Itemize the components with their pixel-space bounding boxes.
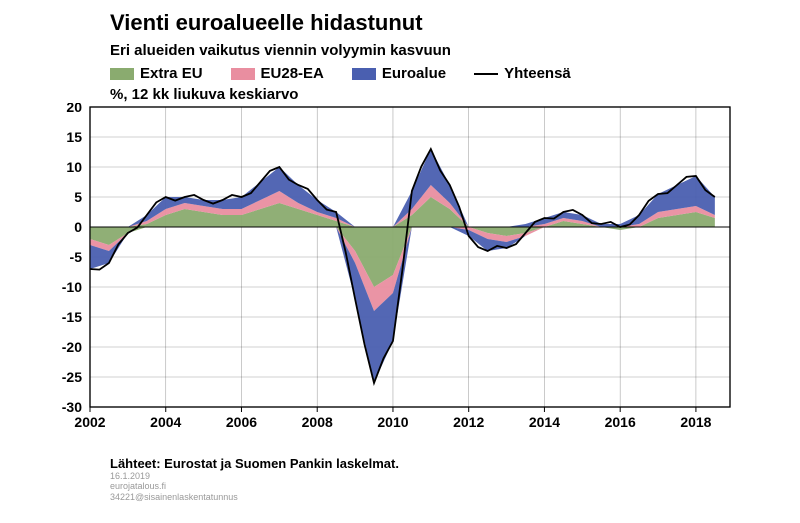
legend-label: Extra EU: [140, 65, 203, 82]
meta-date: 16.1.2019: [110, 471, 399, 482]
legend-item: Yhteensä: [474, 65, 571, 82]
source-text: Lähteet: Eurostat ja Suomen Pankin laske…: [110, 456, 399, 471]
svg-text:5: 5: [74, 189, 82, 205]
svg-text:2008: 2008: [302, 414, 333, 430]
svg-text:2014: 2014: [529, 414, 560, 430]
legend: Extra EU EU28-EA Euroalue Yhteensä: [110, 65, 760, 82]
meta-site: eurojatalous.fi: [110, 481, 399, 492]
legend-item: EU28-EA: [231, 65, 324, 82]
svg-text:2016: 2016: [605, 414, 636, 430]
svg-text:15: 15: [66, 129, 82, 145]
color-swatch: [110, 68, 134, 80]
svg-text:-5: -5: [70, 249, 83, 265]
meta-id: 34221@sisainenlaskentatunnus: [110, 492, 399, 503]
svg-text:2018: 2018: [680, 414, 711, 430]
svg-text:-20: -20: [62, 339, 82, 355]
legend-label: Euroalue: [382, 65, 446, 82]
svg-text:20: 20: [66, 103, 82, 115]
svg-text:2002: 2002: [74, 414, 105, 430]
stacked-area-chart: -30 -25 -20 -15 -10 -5 0 5 10 15 20 2002 2004 2006 200…: [40, 103, 740, 435]
y-axis-note: %, 12 kk liukuva keskiarvo: [110, 86, 760, 103]
svg-text:-10: -10: [62, 279, 82, 295]
svg-text:0: 0: [74, 219, 82, 235]
legend-label: EU28-EA: [261, 65, 324, 82]
chart-title: Vienti euroalueelle hidastunut: [110, 10, 760, 36]
color-swatch: [352, 68, 376, 80]
svg-text:-30: -30: [62, 399, 82, 415]
line-swatch: [474, 73, 498, 75]
svg-text:2010: 2010: [377, 414, 408, 430]
svg-text:-25: -25: [62, 369, 82, 385]
svg-text:-15: -15: [62, 309, 82, 325]
chart-subtitle: Eri alueiden vaikutus viennin volyymin k…: [110, 42, 760, 59]
svg-text:2006: 2006: [226, 414, 257, 430]
color-swatch: [231, 68, 255, 80]
svg-text:2012: 2012: [453, 414, 484, 430]
legend-item: Euroalue: [352, 65, 446, 82]
svg-text:2004: 2004: [150, 414, 181, 430]
legend-item: Extra EU: [110, 65, 203, 82]
svg-text:10: 10: [66, 159, 82, 175]
legend-label: Yhteensä: [504, 65, 571, 82]
